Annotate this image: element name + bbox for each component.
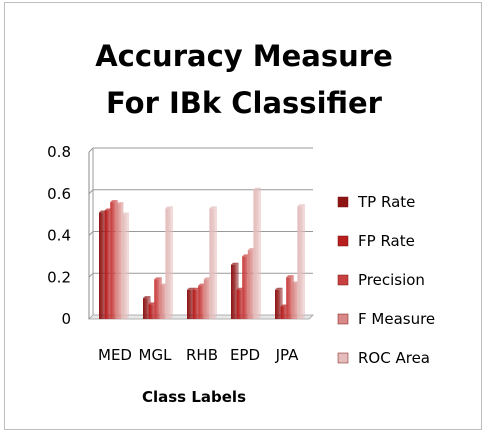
bar-top	[143, 296, 151, 299]
bars	[99, 187, 305, 319]
legend-label: TP Rate	[357, 193, 415, 211]
bar-top	[209, 206, 217, 209]
chart-svg: Accuracy Measure For IBk Classifier 0 0.2…	[47, 39, 435, 406]
legend-swatch	[337, 313, 349, 325]
legend-label: F Measure	[358, 310, 435, 328]
bar-jpa-precision	[286, 277, 292, 319]
bar-mgl-fp-rate	[148, 304, 155, 319]
chart-title: Accuracy Measure For IBk Classifier	[95, 39, 393, 120]
chart-title-line-1: Accuracy Measure	[95, 39, 393, 73]
bar-epd-tp-rate	[231, 264, 237, 319]
legend: TP Rate FP Rate Precision F Measure ROC Area	[337, 193, 435, 367]
y-axis-ticks: 0 0.2 0.4 0.6 0.8	[47, 143, 71, 328]
bar-top	[231, 262, 239, 265]
bar-top	[275, 287, 283, 290]
gridline-side	[88, 272, 94, 278]
legend-label: Precision	[358, 271, 425, 289]
y-tick-label: 0	[61, 310, 71, 328]
bar-jpa-f-measure	[291, 283, 298, 319]
bar-med-fp-rate	[104, 210, 111, 319]
bar-med-f-measure	[115, 204, 122, 319]
x-category-label: MGL	[139, 346, 173, 364]
legend-label: FP Rate	[358, 232, 415, 250]
bar-mgl-f-measure	[159, 285, 166, 319]
bar-mgl-precision	[154, 279, 160, 319]
chart-frame: Accuracy Measure For IBk Classifier 0 0.2…	[4, 2, 482, 430]
bar-rhb-precision	[198, 285, 204, 319]
bar-med-precision	[110, 202, 116, 319]
bar-rhb-fp-rate	[192, 289, 199, 319]
bar-top	[187, 287, 195, 290]
bar-side	[259, 187, 261, 319]
bar-rhb-f-measure	[203, 279, 210, 319]
bar-top	[286, 275, 294, 278]
bar-med-tp-rate	[99, 212, 105, 319]
bar-mgl-roc-area	[165, 208, 171, 319]
gridline-side	[88, 147, 94, 153]
bar-rhb-tp-rate	[187, 289, 193, 319]
y-tick-label: 0.8	[47, 143, 71, 161]
x-axis-label: Class Labels	[142, 388, 246, 406]
legend-swatch	[337, 196, 349, 208]
bar-epd-fp-rate	[236, 289, 243, 319]
bar-side	[127, 212, 129, 319]
bar-jpa-roc-area	[297, 206, 303, 319]
bar-side	[215, 206, 217, 319]
gridline-side	[88, 189, 94, 195]
gridline-side	[88, 231, 94, 236]
bar-epd-f-measure	[247, 250, 254, 319]
legend-label: ROC Area	[358, 349, 430, 367]
bar-top	[165, 206, 173, 209]
legend-swatch	[337, 352, 349, 364]
legend-swatch	[337, 274, 349, 286]
y-tick-label: 0.4	[47, 227, 71, 245]
x-category-label: JPA	[275, 346, 300, 364]
y-tick-label: 0.2	[47, 268, 71, 286]
bar-top	[110, 200, 118, 203]
legend-swatch	[337, 235, 349, 247]
bar-rhb-roc-area	[209, 208, 215, 319]
bar-jpa-fp-rate	[280, 306, 287, 319]
bar-top	[115, 202, 124, 205]
bar-top	[253, 187, 261, 190]
bar-side	[171, 206, 173, 319]
bar-top	[121, 212, 129, 215]
x-category-label: EPD	[230, 346, 260, 364]
bar-mgl-tp-rate	[143, 298, 149, 319]
bar-top	[297, 204, 305, 207]
bar-side	[303, 204, 305, 319]
chart-title-line-2: For IBk Classifier	[106, 86, 383, 120]
y-tick-label: 0.6	[47, 185, 71, 203]
bar-jpa-tp-rate	[275, 289, 281, 319]
bar-med-roc-area	[121, 214, 127, 319]
bar-top	[154, 277, 162, 280]
x-category-label: RHB	[186, 346, 218, 364]
bar-epd-precision	[242, 256, 248, 319]
bar-epd-roc-area	[253, 189, 259, 319]
x-category-label: MED	[98, 346, 132, 364]
x-axis-categories: MED MGL RHB EPD JPA	[98, 346, 299, 364]
